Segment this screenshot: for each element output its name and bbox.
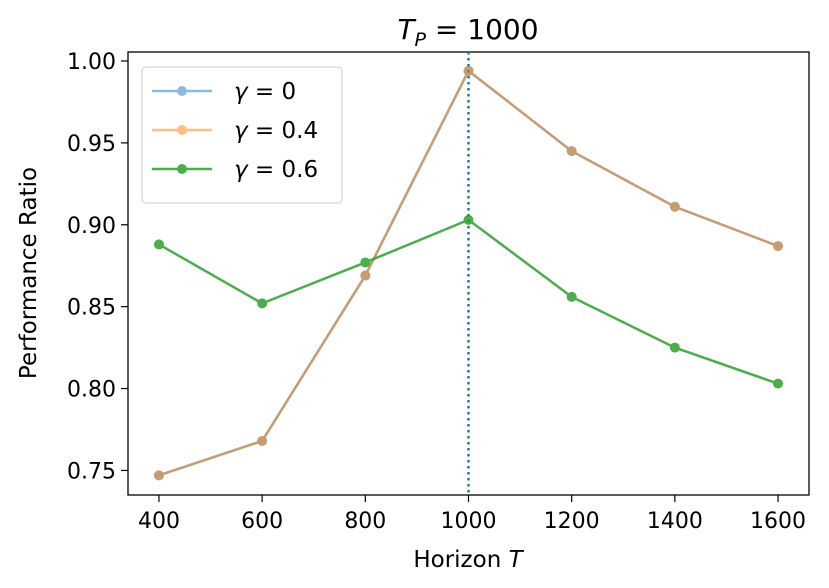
legend-marker	[177, 86, 187, 96]
series-layer	[153, 65, 784, 481]
legend-entry-0	[152, 86, 212, 96]
y-tick-label: 0.80	[67, 378, 116, 403]
y-tick-label: 0.90	[67, 214, 116, 239]
data-point	[669, 342, 680, 353]
legend: γ = 0 γ = 0.4 γ = 0.6	[141, 66, 343, 204]
legend-entry-2	[152, 164, 212, 174]
data-point	[257, 298, 268, 309]
data-point	[257, 435, 268, 446]
data-point	[463, 214, 474, 225]
chart-title: TP = 1000	[397, 13, 538, 51]
legend-entries: γ = 0 γ = 0.4 γ = 0.6	[152, 79, 318, 183]
x-tick-label: 800	[344, 509, 386, 534]
data-point	[153, 239, 164, 250]
ticks-layer: 400 600 800 1000 1200 1400 1600 0.75 0.80 0.85 0.9…	[67, 50, 806, 534]
y-tick-label: 0.75	[67, 459, 116, 484]
x-tick-label: 1600	[750, 509, 806, 534]
legend-label: γ = 0.6	[234, 157, 318, 183]
y-tick-label: 0.85	[67, 296, 116, 321]
x-tick-label: 600	[241, 509, 283, 534]
data-point	[669, 201, 680, 212]
data-point	[773, 378, 784, 389]
series-1	[153, 65, 784, 481]
legend-marker	[177, 164, 187, 174]
data-point	[566, 291, 577, 302]
x-axis-label: Horizon T	[413, 547, 524, 573]
data-point	[566, 146, 577, 157]
data-point	[153, 470, 164, 481]
y-tick-label: 1.00	[67, 50, 116, 75]
legend-marker	[177, 125, 187, 135]
y-tick-label: 0.95	[67, 132, 116, 157]
data-point	[360, 257, 371, 268]
data-point	[360, 270, 371, 281]
x-tick-label: 1400	[647, 509, 703, 534]
x-tick-label: 1000	[441, 509, 497, 534]
legend-label: γ = 0.4	[234, 118, 318, 144]
legend-label: γ = 0	[234, 79, 296, 105]
y-axis-label: Performance Ratio	[16, 167, 42, 379]
data-point	[463, 65, 474, 76]
x-tick-label: 1200	[544, 509, 600, 534]
data-point	[773, 241, 784, 252]
series-2	[153, 214, 784, 389]
x-tick-label: 400	[138, 509, 180, 534]
legend-entry-1	[152, 125, 212, 135]
